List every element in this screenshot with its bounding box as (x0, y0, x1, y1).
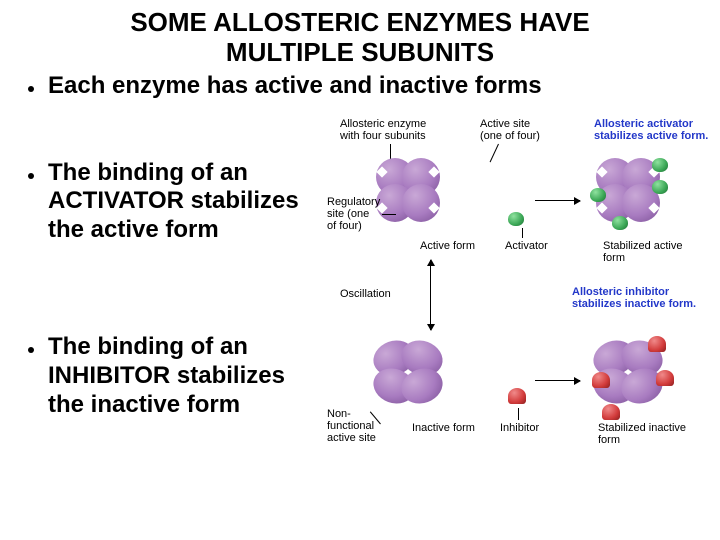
pointer-line (382, 214, 396, 215)
pointer-line (490, 144, 499, 163)
oscillation-arrow-icon (430, 260, 431, 330)
label-active-site: Active site (one of four) (480, 118, 540, 142)
label-allosteric-enzyme: Allosteric enzyme with four subunits (340, 118, 426, 142)
title-line-1: SOME ALLOSTERIC ENZYMES HAVE (20, 8, 700, 38)
label-inactive-form: Inactive form (412, 422, 475, 434)
activator-bound (612, 216, 628, 230)
arrow-icon (535, 200, 580, 201)
label-activator: Activator (505, 240, 548, 252)
label-oscillation: Oscillation (340, 288, 391, 300)
bullet-dot-icon (28, 347, 34, 353)
title-line-2: MULTIPLE SUBUNITS (20, 38, 700, 68)
label-nonfunctional-site: Non- functional active site (327, 408, 376, 444)
label-activator-caption: Allosteric activator stabilizes active f… (594, 118, 708, 142)
page-title: SOME ALLOSTERIC ENZYMES HAVE MULTIPLE SU… (0, 0, 720, 68)
label-inhibitor-caption: Allosteric inhibitor stabilizes inactive… (572, 286, 696, 310)
bullet-dot-icon (28, 86, 34, 92)
inhibitor-bound (648, 336, 666, 352)
activator-molecule (508, 212, 524, 226)
bullet-3: The binding of an INHIBITOR stabilizes t… (0, 333, 330, 419)
arrow-icon (535, 380, 580, 381)
pointer-line (518, 408, 519, 420)
activator-bound (590, 188, 606, 202)
activator-bound (652, 158, 668, 172)
bullet-3-text: The binding of an INHIBITOR stabilizes t… (48, 333, 320, 419)
activator-bound (652, 180, 668, 194)
bullet-1-text: Each enzyme has active and inactive form… (48, 72, 542, 101)
bullet-dot-icon (28, 173, 34, 179)
label-stabilized-active: Stabilized active form (603, 240, 683, 264)
pointer-line (522, 228, 523, 238)
inhibitor-bound (592, 372, 610, 388)
bullet-2-text: The binding of an ACTIVATOR stabilizes t… (48, 159, 320, 245)
bullet-1: Each enzyme has active and inactive form… (0, 72, 720, 101)
enzyme-diagram: Allosteric enzyme with four subunits Act… (350, 118, 710, 528)
inhibitor-bound (602, 404, 620, 420)
label-stabilized-inactive: Stabilized inactive form (598, 422, 686, 446)
label-inhibitor: Inhibitor (500, 422, 539, 434)
inhibitor-molecule (508, 388, 526, 404)
label-regulatory-site: Regulatory site (one of four) (327, 196, 380, 232)
bullet-2: The binding of an ACTIVATOR stabilizes t… (0, 159, 330, 245)
label-active-form: Active form (420, 240, 475, 252)
inhibitor-bound (656, 370, 674, 386)
